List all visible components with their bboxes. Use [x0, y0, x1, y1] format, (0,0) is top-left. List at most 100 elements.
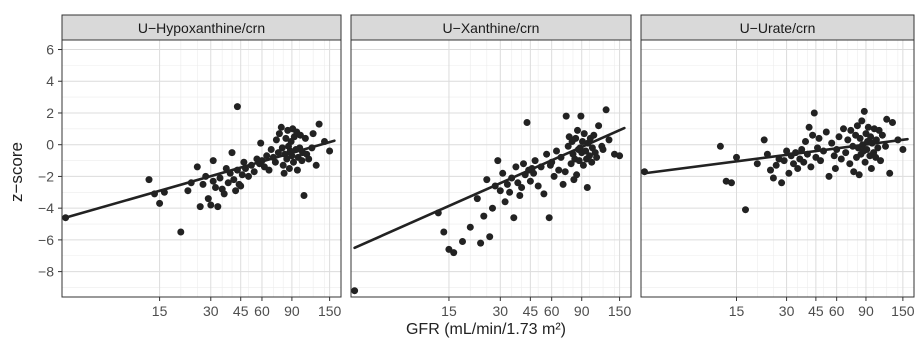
data-point — [177, 228, 185, 236]
data-point — [877, 157, 884, 165]
panel-1: U−Hypoxanthine/crn 15 30 45 60 90 150 −8 −6 −4 −2 0… — [38, 14, 342, 319]
data-point — [728, 179, 735, 187]
data-point — [501, 198, 509, 206]
data-point — [863, 146, 871, 153]
facet-strip — [350, 14, 632, 41]
x-tick-label: 60 — [254, 303, 270, 319]
data-point — [450, 249, 458, 257]
data-point — [840, 125, 847, 133]
data-point — [582, 147, 590, 155]
data-point — [555, 166, 563, 174]
data-point — [209, 177, 217, 185]
data-point — [595, 122, 603, 130]
data-point — [590, 131, 598, 139]
data-point — [272, 136, 280, 144]
data-point — [742, 206, 749, 214]
x-tick-label: 45 — [523, 303, 539, 319]
data-point — [145, 176, 153, 184]
data-point — [772, 161, 780, 169]
data-point — [277, 123, 285, 131]
facet-strip-label: U−Xanthine/crn — [443, 20, 540, 36]
x-tick-label: 150 — [891, 303, 915, 319]
x-tick-label: 45 — [808, 303, 824, 319]
data-point — [586, 152, 593, 160]
data-point — [579, 138, 586, 145]
data-point — [790, 160, 797, 168]
panel-background — [351, 40, 631, 297]
data-point — [553, 147, 560, 155]
data-point — [886, 169, 894, 177]
data-point — [856, 134, 864, 142]
data-point — [599, 146, 607, 153]
data-point — [494, 157, 502, 165]
data-point — [807, 163, 815, 171]
data-point — [283, 155, 291, 163]
x-tick-label: 15 — [152, 303, 168, 319]
data-point — [300, 192, 308, 199]
data-point — [874, 144, 882, 152]
data-point — [196, 203, 204, 211]
data-point — [847, 126, 855, 134]
x-tick-label: 150 — [318, 303, 342, 319]
x-tick-label: 45 — [233, 303, 249, 319]
data-point — [293, 166, 301, 174]
data-point — [530, 169, 538, 177]
data-point — [240, 158, 248, 166]
data-point — [209, 157, 217, 165]
data-point — [271, 158, 279, 166]
data-point — [214, 203, 222, 211]
regression-line — [64, 139, 336, 219]
data-point — [298, 157, 306, 165]
data-point — [543, 150, 551, 158]
data-point — [817, 157, 824, 165]
data-point — [809, 131, 817, 139]
data-point — [579, 161, 587, 169]
data-point — [550, 172, 558, 180]
data-point — [257, 139, 265, 147]
facet-strip-label: U−Urate/crn — [740, 20, 816, 36]
data-point — [805, 123, 813, 131]
data-point — [290, 158, 297, 166]
data-point — [815, 134, 823, 142]
data-point — [798, 146, 806, 153]
data-point — [224, 179, 232, 187]
data-point — [510, 214, 518, 222]
data-point — [588, 158, 596, 166]
data-point — [503, 180, 511, 188]
data-point — [583, 184, 591, 191]
data-point — [767, 166, 774, 174]
data-point — [858, 117, 866, 125]
data-point — [605, 136, 613, 144]
data-point — [520, 160, 527, 168]
regression-line — [353, 126, 626, 250]
data-point — [523, 119, 531, 126]
x-tick-label: 30 — [203, 303, 219, 319]
data-point — [534, 182, 542, 190]
data-point — [825, 172, 833, 180]
data-point — [516, 192, 524, 199]
data-point — [518, 184, 526, 191]
x-tick-label: 90 — [858, 303, 874, 319]
data-point — [842, 149, 850, 157]
data-point — [279, 161, 287, 169]
y-tick-label: 6 — [46, 42, 54, 58]
data-point — [860, 107, 868, 115]
data-point — [238, 171, 246, 179]
y-axis-title: z−score — [7, 142, 26, 202]
data-point — [216, 174, 224, 182]
x-tick-label: 15 — [729, 303, 745, 319]
data-point — [280, 169, 288, 177]
data-point — [326, 147, 334, 155]
panel-2: U−Xanthine/crn 15 30 45 60 90 150 — [350, 14, 632, 319]
data-point — [237, 182, 245, 190]
data-point — [867, 165, 875, 172]
data-point — [232, 187, 240, 195]
data-point — [575, 157, 583, 165]
data-point — [459, 238, 466, 245]
data-point — [883, 115, 891, 123]
data-point — [780, 157, 788, 165]
x-tick-label: 30 — [493, 303, 509, 319]
data-point — [512, 163, 520, 171]
data-point — [278, 144, 286, 152]
